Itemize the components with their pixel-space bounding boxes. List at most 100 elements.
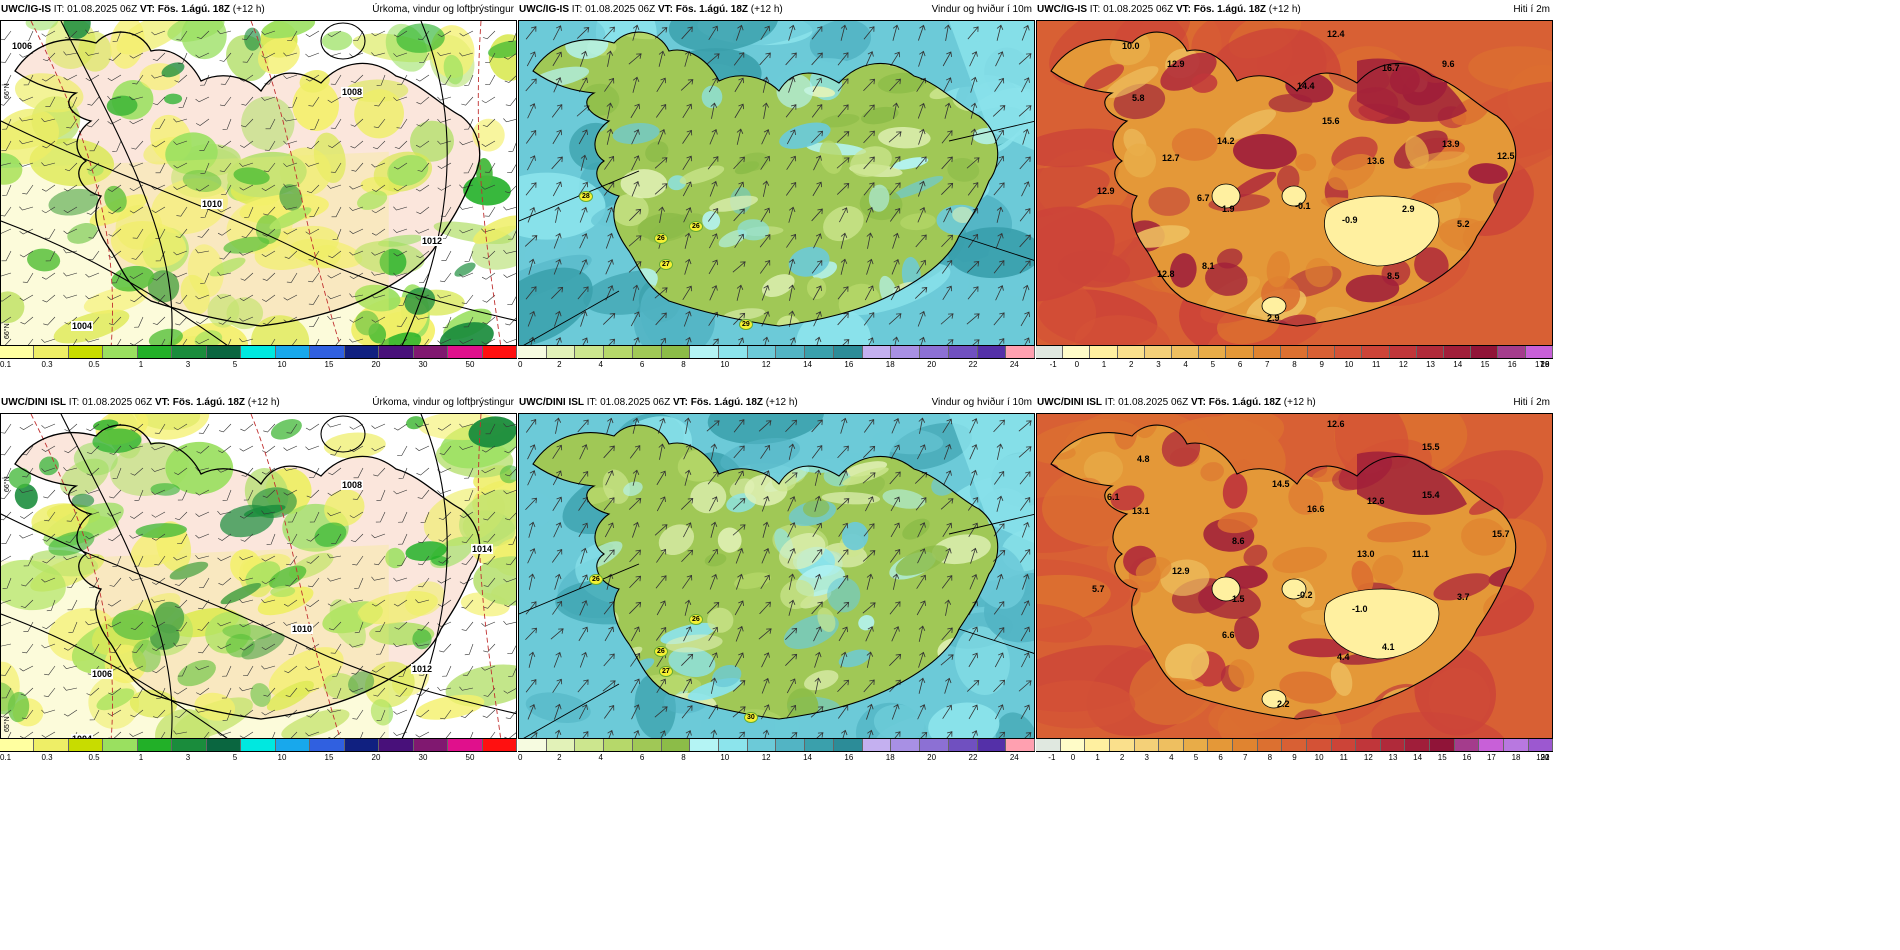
isobar bbox=[1, 220, 230, 346]
temperature-label: 6.1 bbox=[1107, 492, 1120, 502]
colorbar-swatch bbox=[604, 346, 633, 358]
colorbar-tick-label: 10 bbox=[720, 360, 730, 369]
colorbar-tick-label: 8 bbox=[681, 753, 686, 762]
colorbar-tick-label: 0.5 bbox=[88, 753, 100, 762]
colorbar-swatch bbox=[206, 739, 242, 751]
boundary-line bbox=[519, 513, 1034, 739]
colorbar bbox=[0, 345, 518, 359]
temperature-label: -1.0 bbox=[1352, 604, 1368, 614]
colorbar-swatch bbox=[632, 346, 662, 358]
colorbar-tick-label: 19 bbox=[1536, 753, 1546, 762]
map-area[interactable]: 1008 1010 1006 1004 1012 1014 66°N 65°N bbox=[0, 413, 517, 740]
lead-time: (+12 h) bbox=[1268, 4, 1301, 15]
temperature-label: 14.4 bbox=[1297, 81, 1315, 91]
colorbar-tick-label: 4 bbox=[1183, 360, 1188, 369]
init-time: IT: 01.08.2025 06Z bbox=[586, 397, 671, 408]
latitude-label: 66°N bbox=[4, 476, 11, 492]
pressure-label: 1006 bbox=[11, 41, 34, 51]
temperature-label: 12.9 bbox=[1097, 186, 1115, 196]
colorbar-tick-label: 1 bbox=[138, 753, 144, 762]
colorbar-tick-label: 7 bbox=[1265, 360, 1270, 369]
colorbar-swatch bbox=[413, 346, 449, 358]
map-area[interactable]: 1008 1010 1004 1006 1012 66°N 66°N bbox=[0, 20, 517, 347]
colorbar-swatch bbox=[1479, 739, 1504, 751]
gust-label: 26 bbox=[589, 574, 603, 585]
panel-title: Hiti í 2m bbox=[1513, 4, 1550, 15]
map-area[interactable]: 28 26 26 27 29 bbox=[518, 20, 1035, 347]
colorbar-swatch bbox=[1356, 739, 1381, 751]
temperature-label: 4.4 bbox=[1337, 652, 1350, 662]
pressure-label: 1008 bbox=[341, 87, 364, 97]
temperature-label: 12.4 bbox=[1327, 29, 1345, 39]
temperature-label: 8.1 bbox=[1202, 261, 1215, 271]
colorbar-swatch bbox=[805, 346, 834, 358]
colorbar-tick-label: 7 bbox=[1243, 753, 1248, 762]
colorbar-swatch bbox=[1060, 739, 1086, 751]
colorbar-tick-label: 0 bbox=[518, 360, 523, 369]
colorbar-swatch bbox=[1389, 346, 1417, 358]
colorbar-tick-label: 12 bbox=[1398, 360, 1408, 369]
colorbar-tick-label: 12 bbox=[761, 360, 771, 369]
colorbar-swatch bbox=[413, 739, 449, 751]
colorbar bbox=[1036, 738, 1554, 752]
colorbar-swatch bbox=[1416, 346, 1445, 358]
valid-label: VT: bbox=[657, 4, 673, 15]
temperature-label: 2.9 bbox=[1267, 313, 1280, 323]
colorbar-swatch bbox=[310, 346, 345, 358]
colorbar-swatch bbox=[1498, 346, 1526, 358]
init-time: IT: 01.08.2025 06Z bbox=[1104, 397, 1189, 408]
colorbar-tick-label: 1 bbox=[138, 360, 144, 369]
colorbar bbox=[0, 738, 518, 752]
colorbar-tick-label: 8 bbox=[681, 360, 686, 369]
temperature-label: 12.8 bbox=[1157, 269, 1175, 279]
valid-label: VT: bbox=[154, 397, 170, 408]
colorbar-swatch bbox=[448, 739, 483, 751]
panel-header: UWC/IG-IS IT: 01.08.2025 06Z VT: Fös. 1.… bbox=[0, 0, 517, 19]
colorbar-tick-label: 24 bbox=[1009, 753, 1019, 762]
colorbar-swatch bbox=[241, 346, 276, 358]
colorbar-swatch bbox=[1331, 739, 1357, 751]
panel-header: UWC/DINI ISL IT: 01.08.2025 06Z VT: Fös.… bbox=[0, 393, 517, 412]
panel-header: UWC/DINI ISL IT: 01.08.2025 06Z VT: Fös.… bbox=[518, 393, 1035, 412]
colorbar-tick-label: 0 bbox=[1074, 360, 1080, 369]
colorbar-swatch bbox=[1503, 739, 1529, 751]
map-area[interactable]: 12.6 4.8 15.5 6.1 13.1 14.5 16.6 12.6 15.4 15.7 8.… bbox=[1036, 413, 1553, 740]
temperature-label: 12.6 bbox=[1327, 419, 1345, 429]
map-panel-p5: UWC/DINI ISL IT: 01.08.2025 06Z VT: Fös.… bbox=[518, 393, 1035, 773]
colorbar-tick-label: 15 bbox=[1437, 753, 1447, 762]
colorbar-swatch bbox=[690, 739, 720, 751]
colorbar-swatch bbox=[379, 346, 414, 358]
colorbar-tick-label: 6 bbox=[1237, 360, 1243, 369]
temperature-contour bbox=[250, 414, 341, 739]
map-area[interactable]: 10.0 12.4 12.9 5.8 14.4 16.7 9.6 15.6 14.2 12.7 13… bbox=[1036, 20, 1553, 347]
init-time: IT: 01.08.2025 06Z bbox=[53, 4, 138, 15]
glacier-vatnajokull bbox=[1324, 195, 1440, 267]
gust-label: 29 bbox=[739, 319, 753, 330]
colorbar-swatch bbox=[518, 346, 547, 358]
colorbar-tick-label: 2 bbox=[1119, 753, 1125, 762]
warm-area bbox=[1357, 58, 1467, 122]
colorbar-swatch bbox=[103, 346, 138, 358]
latitude-label: 66°N bbox=[4, 323, 11, 339]
colorbar-tick-label: 11 bbox=[1371, 360, 1381, 369]
temperature-label: 5.7 bbox=[1092, 584, 1105, 594]
colorbar-swatch bbox=[1444, 346, 1472, 358]
colorbar-tick-label: 15 bbox=[1480, 360, 1490, 369]
isobar bbox=[1, 120, 516, 322]
colorbar-tick-label: 20 bbox=[371, 360, 381, 369]
temperature-label: -0.1 bbox=[1295, 201, 1311, 211]
colorbar-tick-label: 11 bbox=[1339, 753, 1348, 762]
temperature-label: 16.7 bbox=[1382, 63, 1400, 73]
temperature-label: 8.6 bbox=[1232, 536, 1245, 546]
model-name: UWC/DINI ISL bbox=[1, 397, 66, 408]
map-area[interactable]: 26 26 26 27 30 bbox=[518, 413, 1035, 740]
colorbar-swatch bbox=[1117, 346, 1145, 358]
temperature-contour bbox=[477, 414, 502, 739]
panel-title: Vindur og hviður í 10m bbox=[931, 397, 1032, 408]
isobar bbox=[1, 513, 516, 715]
colorbar-swatch bbox=[172, 739, 207, 751]
colorbar-tick-label: 18 bbox=[885, 360, 895, 369]
glacier-hofsjokull bbox=[1281, 185, 1307, 207]
temperature-label: 1.9 bbox=[1222, 204, 1235, 214]
valid-label: VT: bbox=[672, 397, 688, 408]
